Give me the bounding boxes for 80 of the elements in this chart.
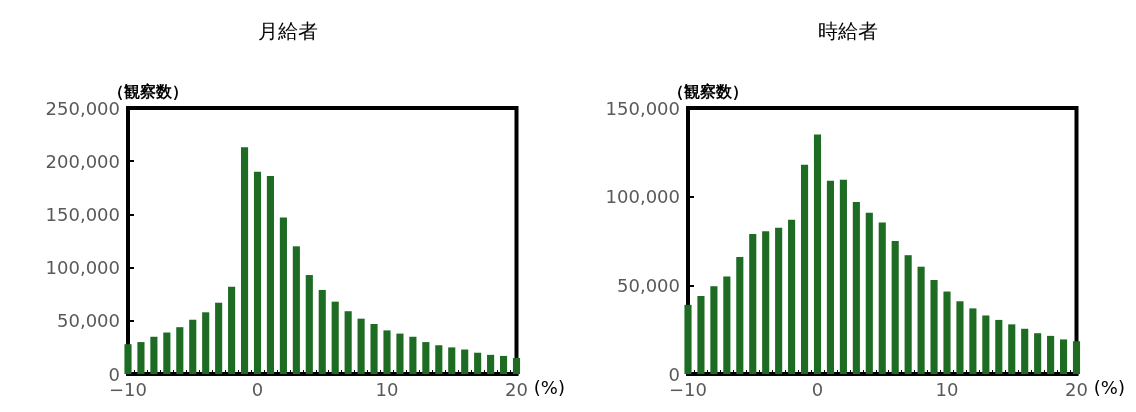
bar bbox=[788, 219, 796, 374]
x-tick-label: 20 bbox=[505, 378, 528, 400]
bar bbox=[163, 332, 171, 374]
bar bbox=[891, 241, 899, 374]
bar bbox=[422, 342, 430, 374]
chart-title: 時給者 bbox=[818, 19, 878, 43]
bar bbox=[775, 227, 783, 374]
bar bbox=[448, 347, 456, 374]
y-tick-label: 0 bbox=[108, 363, 120, 385]
bar bbox=[839, 179, 847, 374]
bar bbox=[189, 319, 197, 374]
bar bbox=[1047, 335, 1055, 374]
bar bbox=[370, 323, 378, 374]
bar bbox=[800, 164, 809, 374]
bar bbox=[852, 201, 860, 374]
bar bbox=[435, 345, 443, 374]
y-tick-label: 50,000 bbox=[57, 310, 120, 332]
x-tick-label: 10 bbox=[375, 378, 399, 400]
bar bbox=[904, 255, 912, 374]
bar bbox=[1021, 328, 1029, 374]
bar bbox=[865, 212, 873, 374]
bar bbox=[383, 330, 391, 374]
bar bbox=[202, 312, 210, 374]
x-tick-label: 0 bbox=[251, 378, 264, 400]
bar bbox=[512, 358, 521, 374]
bar bbox=[1034, 333, 1042, 374]
bar bbox=[710, 286, 718, 374]
bar bbox=[253, 171, 262, 374]
bar bbox=[137, 342, 145, 374]
bar bbox=[499, 355, 508, 374]
bar bbox=[150, 336, 158, 374]
x-tick-label: 20 bbox=[1065, 378, 1088, 400]
y-tick-label: 0 bbox=[668, 363, 680, 385]
bar bbox=[878, 222, 886, 374]
bar bbox=[982, 315, 990, 374]
chart-title: 月給者 bbox=[258, 19, 318, 43]
bar bbox=[240, 147, 249, 374]
bar bbox=[292, 246, 300, 374]
bar bbox=[279, 217, 287, 374]
bar bbox=[357, 318, 365, 374]
bar bbox=[461, 349, 469, 374]
bar bbox=[409, 336, 417, 374]
x-axis-title: (%) bbox=[533, 376, 566, 398]
bar bbox=[969, 308, 977, 374]
bar bbox=[344, 311, 352, 374]
x-tick-label: 0 bbox=[811, 378, 824, 400]
bar bbox=[749, 233, 757, 374]
bar bbox=[995, 319, 1003, 374]
y-tick-label: 200,000 bbox=[45, 150, 120, 172]
bar bbox=[474, 352, 482, 374]
x-tick-label: 10 bbox=[935, 378, 959, 400]
bar bbox=[396, 333, 404, 374]
bar bbox=[723, 276, 731, 374]
bar bbox=[266, 176, 275, 374]
bar bbox=[930, 280, 938, 374]
bar bbox=[956, 301, 964, 374]
bar bbox=[736, 256, 744, 374]
bar bbox=[943, 291, 951, 374]
bar bbox=[762, 231, 770, 374]
bar bbox=[305, 275, 313, 374]
bar bbox=[215, 302, 223, 374]
y-tick-label: 100,000 bbox=[45, 257, 120, 279]
y-tick-label: 50,000 bbox=[617, 274, 680, 296]
y-tick-label: 150,000 bbox=[45, 203, 120, 225]
bar bbox=[684, 304, 692, 374]
bar bbox=[176, 327, 184, 374]
bar bbox=[124, 344, 132, 374]
x-axis-title: (%) bbox=[1093, 376, 1126, 398]
bar bbox=[826, 180, 835, 374]
bar bbox=[813, 134, 822, 374]
bar bbox=[1059, 339, 1068, 374]
bar bbox=[318, 289, 326, 374]
bar bbox=[487, 354, 495, 374]
bar bbox=[1072, 341, 1081, 374]
bar bbox=[1008, 324, 1016, 374]
bar bbox=[331, 301, 339, 374]
bar bbox=[697, 295, 705, 374]
bar bbox=[917, 266, 925, 374]
bar bbox=[228, 286, 236, 374]
y-tick-label: 100,000 bbox=[605, 186, 680, 208]
